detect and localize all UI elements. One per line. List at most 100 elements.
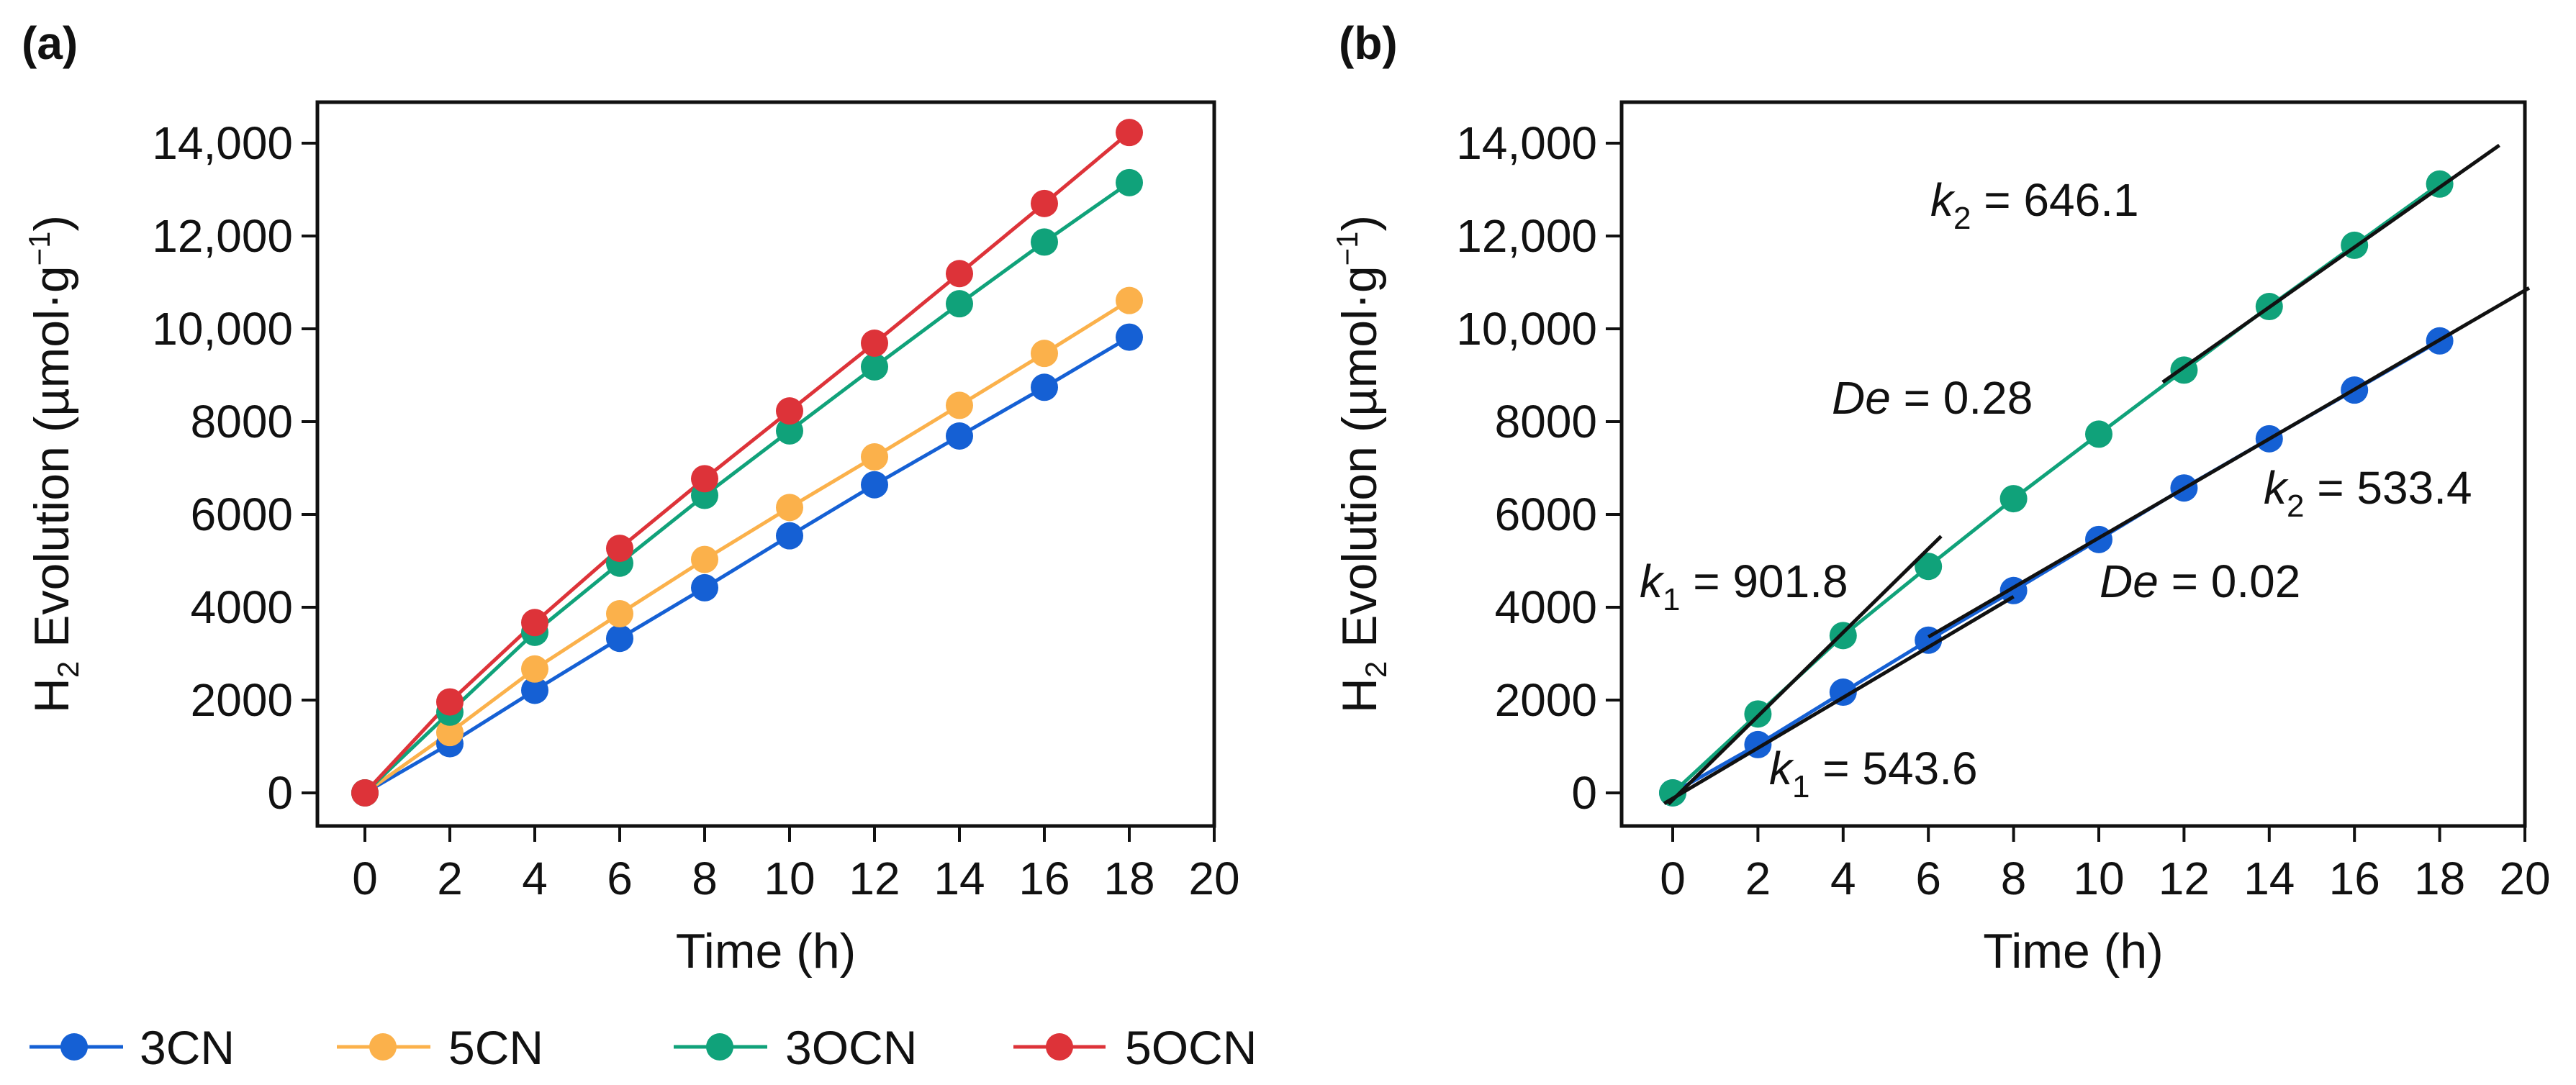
series-3OCN (363, 181, 1131, 794)
data-point-5CN (946, 391, 973, 419)
annotation-var: De (1832, 372, 1891, 424)
ylabel-sup: −1 (22, 231, 56, 265)
data-point-5CN (1031, 340, 1058, 368)
x-tick-label: 18 (2414, 853, 2465, 904)
annotation-var: k (2264, 462, 2289, 514)
data-point-5OCN (861, 329, 888, 357)
legend-marker (1046, 1033, 1073, 1061)
annotation-value: = 901.8 (1680, 555, 1848, 607)
data-point-5OCN (606, 535, 633, 563)
x-tick-label: 18 (1103, 853, 1154, 904)
data-point-3OCN (946, 290, 973, 318)
annotation: De = 0.28 (1832, 372, 2033, 424)
data-point-3CN (1116, 323, 1143, 351)
ylabel-rest: Evolution (µmol·g (1332, 265, 1387, 660)
data-point-5OCN (946, 260, 973, 288)
x-tick-label: 16 (1018, 853, 1070, 904)
legend-label: 3OCN (785, 1021, 917, 1074)
legend-marker (60, 1033, 88, 1061)
ylabel-sup: −1 (1330, 231, 1364, 265)
panel-b: (b)0 2 4 6 8 10 12 14 16 18 200200040006000800010,… (1330, 17, 2551, 979)
annotation-sub: 1 (1792, 769, 1809, 804)
legend-item-3CN: 3CN (30, 1021, 235, 1074)
annotation-var: k (1640, 555, 1665, 607)
data-point-5CN (1116, 286, 1143, 314)
series-5OCN (363, 131, 1131, 794)
x-tick-label: 10 (2073, 853, 2124, 904)
data-point-3CN (861, 471, 888, 499)
annotation-value: = 646.1 (1971, 174, 2138, 226)
data-point-5CN (606, 600, 633, 628)
data-point-3OCN (1999, 485, 2028, 513)
data-point-3OCN (1659, 779, 1686, 807)
x-tick-label: 4 (522, 853, 548, 904)
x-tick-label: 20 (1188, 853, 1239, 904)
annotation-var: De (2100, 555, 2159, 607)
x-tick-label: 8 (2001, 853, 2027, 904)
ylabel-end: ) (1332, 215, 1387, 232)
y-tick-label: 10,000 (1456, 303, 1597, 355)
data-point-3CN (521, 676, 548, 704)
series-5CN (363, 299, 1131, 795)
data-point-3OCN (1915, 553, 1943, 581)
y-tick-label: 4000 (191, 581, 293, 633)
annotation-sub: 1 (1663, 582, 1680, 617)
y-tick-label: 14,000 (1456, 117, 1597, 169)
y-axis-label: H2 Evolution (µmol·g−1) (22, 215, 85, 713)
annotation: k2 = 646.1 (1930, 174, 2139, 236)
fit-line-3CN (1663, 595, 2015, 805)
plot-frame (1619, 100, 2527, 828)
plot-frame (315, 100, 1216, 828)
panel-a: (a) 0 2 4 6 8 10 12 14 16 18 20 0 2000 4000 6000 8000 10,… (22, 17, 1240, 979)
annotation-sub: 2 (1953, 201, 1971, 236)
legend: 3CN 5CN 3OCN 5OCN (30, 1021, 1257, 1074)
legend-label: 3CN (140, 1021, 235, 1074)
x-tick-label: 0 (352, 853, 378, 904)
legend-item-5CN: 5CN (337, 1021, 543, 1074)
series-line-5OCN (363, 131, 1131, 794)
ylabel-sub: 2 (1359, 661, 1393, 678)
y-tick-label: 10,000 (152, 303, 293, 355)
annotation-var: k (1930, 174, 1956, 226)
x-tick-label: 14 (2243, 853, 2295, 904)
x-tick-label: 6 (607, 853, 633, 904)
data-point-5OCN (351, 779, 379, 807)
y-tick-label: 8000 (191, 396, 293, 448)
y-tick-label: 14,000 (152, 117, 293, 169)
data-point-5OCN (776, 397, 803, 425)
annotation: De = 0.02 (2100, 555, 2300, 607)
x-tick-label: 10 (764, 853, 815, 904)
data-point-5CN (691, 545, 718, 573)
x-tick-label: 12 (849, 853, 900, 904)
annotation-value: = 533.4 (2304, 462, 2472, 514)
ylabel-sub: 2 (51, 661, 85, 678)
annotation: k1 = 901.8 (1640, 555, 1848, 617)
y-tick-label: 8000 (1495, 396, 1597, 448)
annotation: k1 = 543.6 (1769, 743, 1978, 804)
annotation-sub: 2 (2287, 489, 2304, 524)
y-tick-label: 6000 (191, 489, 293, 540)
fit-line-3CN (1927, 286, 2531, 639)
legend-item-5OCN: 5OCN (1013, 1021, 1257, 1074)
legend-marker (369, 1033, 397, 1061)
data-point-3OCN (1031, 228, 1058, 256)
x-tick-label: 12 (2159, 853, 2210, 904)
data-point-3CN (606, 625, 633, 653)
legend-marker (706, 1033, 733, 1061)
data-point-5OCN (521, 609, 548, 637)
data-point-3OCN (2085, 420, 2112, 448)
data-point-3OCN (1116, 168, 1143, 196)
data-point-3CN (776, 522, 803, 550)
legend-item-3OCN: 3OCN (674, 1021, 917, 1074)
data-point-5CN (521, 655, 548, 683)
y-axis-label: H2 Evolution (µmol·g−1) (1330, 215, 1393, 713)
annotation-value: = 543.6 (1809, 743, 1977, 794)
data-point-3OCN (861, 353, 888, 381)
panel-label: (b) (1339, 17, 1398, 69)
legend-label: 5CN (448, 1021, 543, 1074)
ylabel-main: H (24, 678, 79, 713)
ylabel-main: H (1332, 678, 1387, 713)
data-point-5OCN (1116, 119, 1143, 147)
series-line-3OCN (363, 181, 1131, 794)
